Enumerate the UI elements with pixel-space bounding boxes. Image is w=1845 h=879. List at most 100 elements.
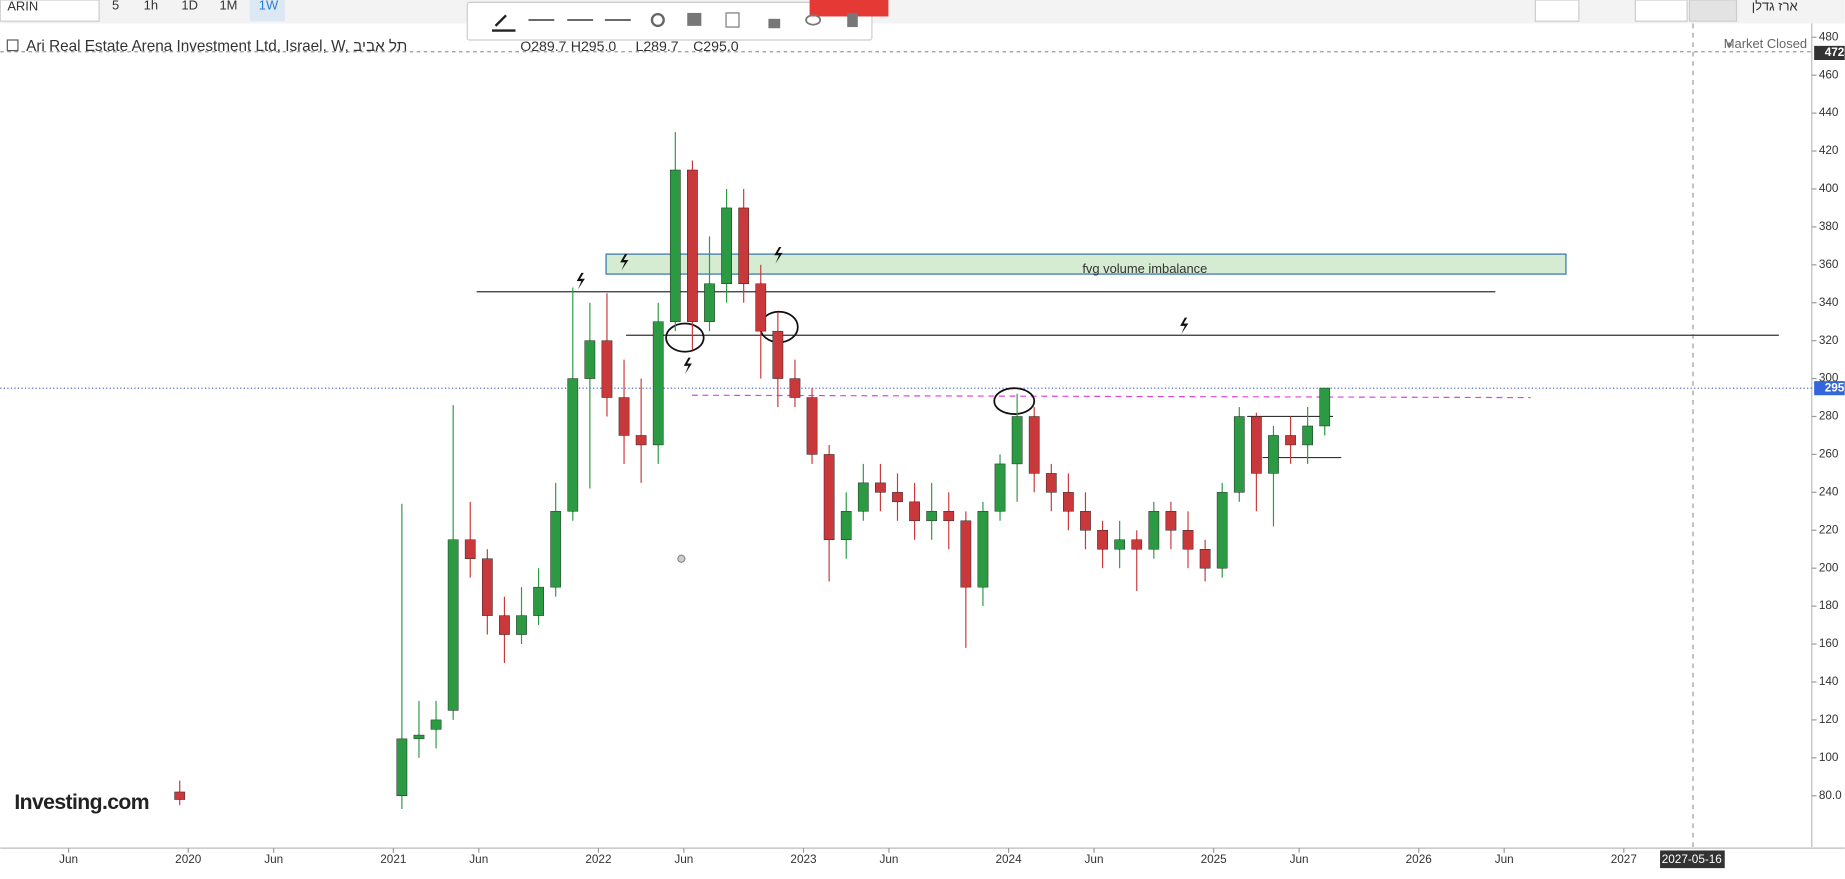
y-tick-label: 440 [1819,106,1839,119]
candle-body [174,791,186,800]
candle-body [516,615,527,635]
candle-body [1319,387,1331,427]
candle-body [601,340,613,398]
last-price-tag [1814,381,1845,396]
x-tick-label: Jun [879,853,898,866]
candle-body [635,435,647,446]
x-tick-label: Jun [264,853,283,866]
legend-open: O289.7 [520,38,566,54]
price-tag [1814,45,1845,60]
x-tick-label: 2021 [380,853,406,866]
candle-body [875,482,886,493]
y-tick-label: 220 [1819,523,1839,536]
collapse-icon[interactable] [6,39,19,52]
candle-body [447,539,459,711]
candle-body [584,340,596,379]
level-line[interactable] [691,394,1531,399]
candle-body [430,719,442,730]
candle-body [926,511,938,522]
branding: Investing.com [14,791,149,814]
y-tick-label: 200 [1819,561,1839,574]
candle-body [1199,549,1211,569]
price-tag-label: 472 [1825,46,1845,59]
settings-icon[interactable] [650,12,665,28]
symbol: ARIN [7,0,38,13]
candle-body [755,283,767,332]
candle-body [481,558,493,616]
candle-body [1233,416,1245,493]
fvg-zone[interactable] [605,253,1567,275]
active-interval [249,0,285,22]
candle-body [1045,473,1057,493]
interval[interactable]: 1h [144,0,158,12]
camera-button[interactable] [1534,0,1580,22]
y-tick-label: 340 [1819,296,1839,309]
y-tick-label: 300 [1819,372,1839,385]
y-tick-label: 140 [1819,675,1839,688]
candle-body [652,321,664,446]
y-tick-label: 420 [1819,144,1839,157]
clone-icon[interactable] [725,12,740,28]
toolbar-bg [0,0,1845,24]
candle-body [1011,416,1023,465]
x-tick-label: Jun [1085,853,1104,866]
candle-body [1268,435,1279,474]
eye-icon[interactable] [805,14,822,26]
interval[interactable]: 1D [181,0,198,12]
user-name[interactable]: ארז גדלן [1752,0,1798,13]
candle-body [550,511,562,588]
candle-body [738,207,750,285]
symbol-box[interactable] [0,0,100,22]
x-tick-label: Jun [469,853,488,866]
legend-high: H295.0 [571,38,617,54]
crosshair-date-tag [1660,850,1725,869]
legend-close: C295.0 [693,38,739,54]
candle-body [1216,492,1228,569]
candle-body [1251,416,1262,474]
x-tick-label: 2026 [1406,853,1433,866]
y-tick-label: 240 [1819,485,1839,498]
upload-button[interactable] [1688,0,1738,22]
candle-body [909,501,920,522]
candle-body [1097,530,1108,550]
interval[interactable]: 5 [112,0,119,12]
candle-body [943,511,955,522]
y-tick-label: 400 [1819,182,1839,195]
lock-icon[interactable] [768,18,781,29]
candle-body [977,511,989,588]
y-tick-label: 120 [1819,713,1839,726]
candle-body [1131,539,1143,550]
candle-body [1285,435,1296,446]
status-dot [1727,42,1732,48]
layers-icon[interactable] [687,12,702,26]
candle-body [1114,539,1126,550]
candle-body [1028,416,1040,474]
y-tick-label: 260 [1819,448,1839,461]
cursor-dot [677,554,686,563]
candle-body [1080,511,1091,531]
y-tick-label: 360 [1819,258,1839,271]
pen-icon[interactable] [491,14,516,32]
circle-mark[interactable] [993,387,1036,415]
candle-body [789,378,801,398]
x-tick-label: Jun [59,853,78,866]
circle-mark[interactable] [665,322,705,353]
cloud-button[interactable] [1634,0,1688,22]
crosshair-date: 2027-05-16 [1662,853,1723,866]
candle-body [1063,492,1074,512]
y-tick-label: 280 [1819,410,1839,423]
candle-body [772,330,784,379]
market-status: Market Closed [1724,36,1807,51]
interval[interactable]: 1M [219,0,237,12]
candle-body [533,586,544,616]
legend: Ari Real Estate Arena Investment Ltd, Is… [6,36,1807,55]
candle-body [892,492,903,503]
interval[interactable]: 1W [259,0,279,12]
candle-body [1165,511,1177,531]
trash-icon[interactable] [847,12,858,28]
x-tick-label: 2025 [1201,853,1228,866]
legend-low: L289.7 [635,38,678,54]
y-tick-label: 180 [1819,599,1839,612]
x-tick-label: 2022 [585,853,611,866]
candle-body [806,397,818,455]
